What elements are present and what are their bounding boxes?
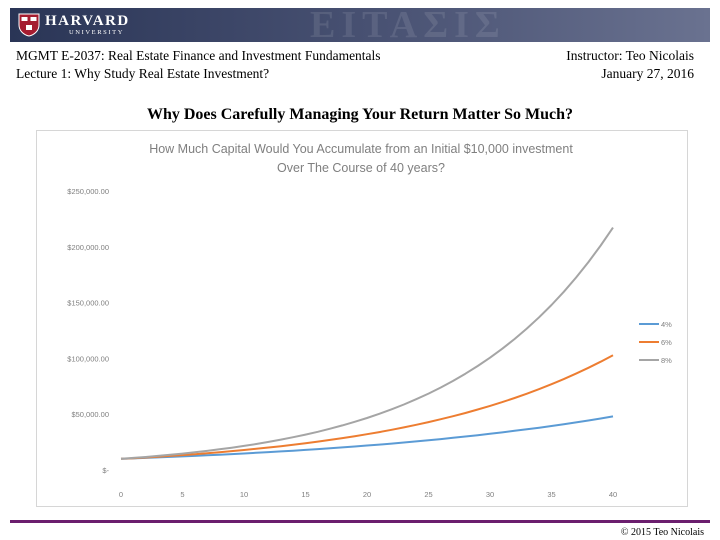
x-tick-label: 0 (119, 490, 123, 499)
instructor-info: Instructor: Teo Nicolais January 27, 201… (566, 47, 694, 83)
x-tick-label: 10 (240, 490, 248, 499)
footer-divider (10, 520, 710, 523)
y-tick-label: $200,000.00 (67, 243, 109, 252)
series-line-4pct (120, 415, 614, 460)
x-tick-label: 15 (301, 490, 309, 499)
logo-subtext: UNIVERSITY (69, 29, 124, 36)
course-info: MGMT E-2037: Real Estate Finance and Inv… (16, 47, 381, 83)
x-tick-label: 35 (547, 490, 555, 499)
legend-entry: 4% (661, 320, 672, 329)
lecture-title: Lecture 1: Why Study Real Estate Investm… (16, 66, 270, 81)
y-tick-label: $250,000.00 (67, 187, 109, 196)
x-tick-label: 30 (486, 490, 494, 499)
chart-title-line-2: Over The Course of 40 years? (277, 161, 445, 175)
x-tick-label: 5 (180, 490, 184, 499)
x-tick-label: 40 (609, 490, 617, 499)
footer-copyright: © 2015 Teo Nicolais (620, 527, 704, 538)
harvard-wordmark: HARVARD UNIVERSITY (45, 13, 130, 37)
chart-frame: How Much Capital Would You Accumulate fr… (36, 130, 688, 507)
y-tick-label: $100,000.00 (67, 354, 109, 363)
header-banner: ΕΙΤΑΣΙΣ HARVARD UNIVERSITY (10, 4, 710, 46)
legend-entry: 6% (661, 338, 672, 347)
x-tick-label: 25 (424, 490, 432, 499)
compound-growth-chart: How Much Capital Would You Accumulate fr… (67, 142, 672, 499)
instructor-name: Instructor: Teo Nicolais (566, 48, 694, 63)
legend-entry: 8% (661, 356, 672, 365)
banner-watermark: ΕΙΤΑΣΙΣ (310, 4, 506, 46)
x-tick-label: 20 (363, 490, 371, 499)
lecture-date: January 27, 2016 (601, 66, 694, 81)
chart-title-line-1: How Much Capital Would You Accumulate fr… (149, 142, 573, 156)
logo-text: HARVARD (45, 13, 130, 29)
y-tick-label: $150,000.00 (67, 299, 109, 308)
y-tick-label: $- (102, 466, 109, 475)
series-line-8pct (120, 227, 614, 460)
harvard-shield-icon (18, 13, 40, 37)
course-title: MGMT E-2037: Real Estate Finance and Inv… (16, 48, 381, 63)
y-tick-label: $50,000.00 (71, 410, 109, 419)
series-line-6pct (120, 354, 614, 460)
slide-title: Why Does Carefully Managing Your Return … (146, 106, 574, 123)
